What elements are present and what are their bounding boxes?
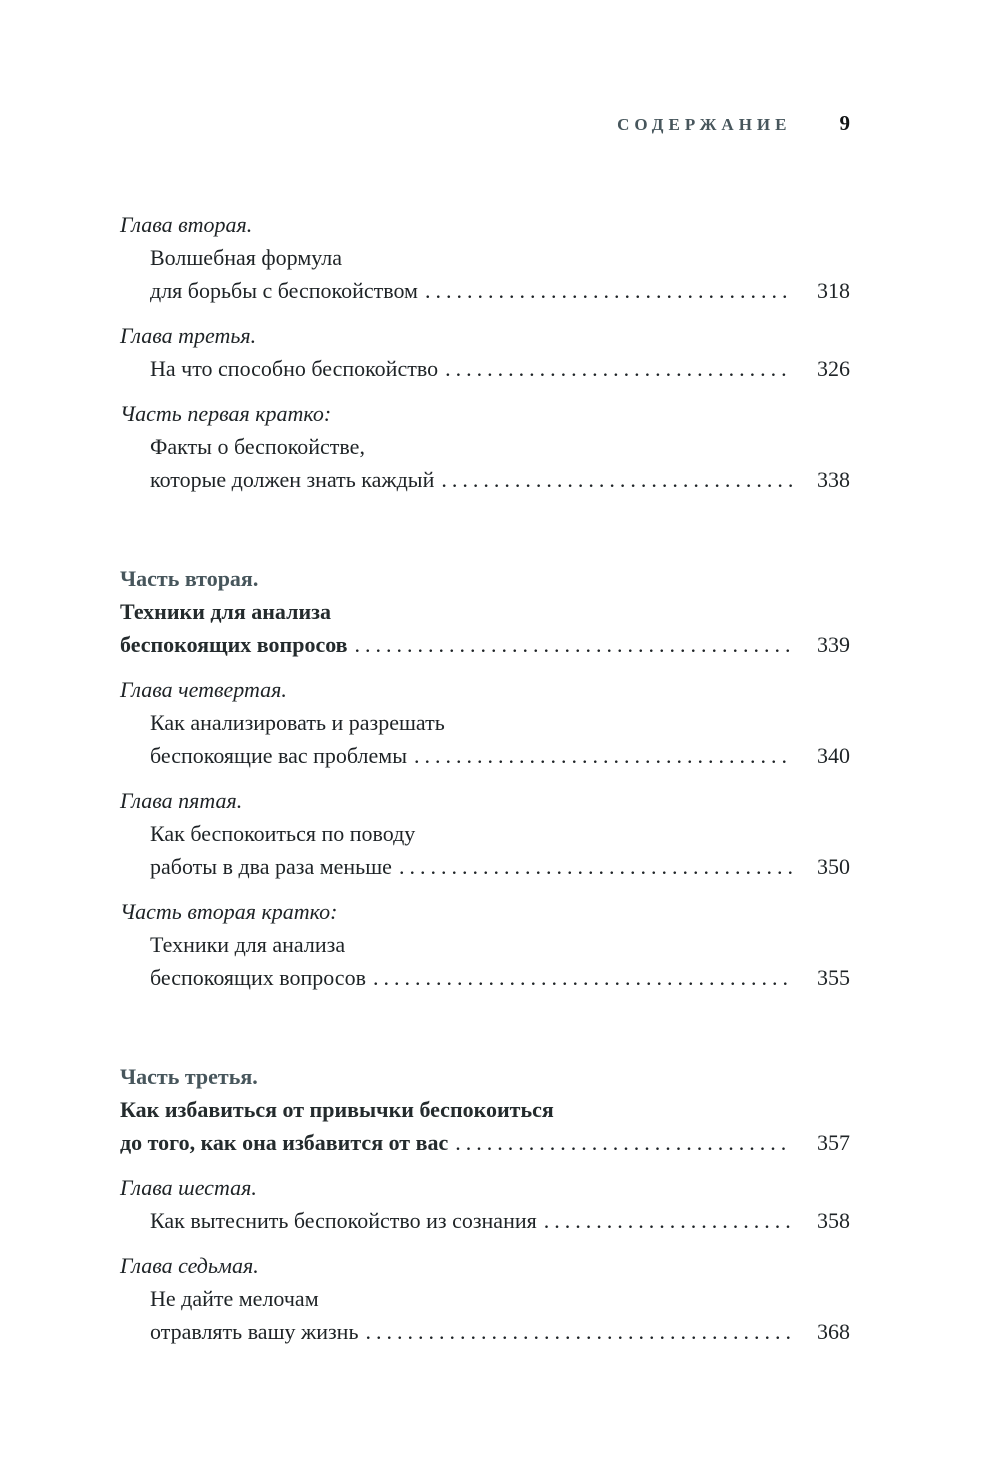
table-of-contents: Глава вторая. Волшебная формула для борь… (120, 208, 850, 1360)
toc-entry: Часть вторая кратко: Техники для анализа… (120, 895, 850, 994)
toc-entry-title: отравлять вашу жизнь (150, 1319, 359, 1344)
toc-entry-heading: Глава четвертая. (120, 677, 287, 702)
toc-entry-line: Техники для анализа (150, 932, 346, 957)
dot-leader: ........................................… (354, 632, 792, 657)
dot-leader: ........................................… (398, 854, 792, 879)
toc-entry-heading: Часть третья. (120, 1064, 258, 1089)
toc-entry-title: работы в два раза меньше (150, 854, 392, 879)
dot-leader: ........................................… (365, 1319, 792, 1344)
toc-entry-heading: Глава вторая. (120, 212, 253, 237)
dot-leader: ........................................… (372, 965, 792, 990)
toc-entry-tail-line: Как вытеснить беспокойство из сознания .… (120, 1204, 850, 1237)
toc-entry-page: 339 (817, 632, 850, 657)
toc-entry-page: 340 (817, 743, 850, 768)
toc-entry: Часть третья. Как избавиться от привычки… (120, 1060, 850, 1159)
toc-entry-page: 326 (817, 356, 850, 381)
toc-entry-line: Не дайте мелочам (150, 1286, 319, 1311)
toc-entry-heading: Часть вторая. (120, 566, 259, 591)
toc-entry-heading: Глава седьмая. (120, 1253, 259, 1278)
toc-entry-title: Как вытеснить беспокойство из сознания (150, 1208, 537, 1233)
toc-entry-page: 368 (817, 1319, 850, 1344)
toc-entry-tail-line: беспокоящие вас проблемы ...............… (120, 739, 850, 772)
toc-entry-page: 357 (817, 1130, 850, 1155)
toc-entry: Часть первая кратко: Факты о беспокойств… (120, 397, 850, 496)
toc-entry: Глава вторая. Волшебная формула для борь… (120, 208, 850, 307)
toc-entry-line: Как анализировать и разрешать (150, 710, 445, 735)
toc-entry: Глава седьмая. Не дайте мелочам отравлят… (120, 1249, 850, 1348)
toc-entry-tail-line: которые должен знать каждый ............… (120, 463, 850, 496)
dot-leader: ........................................… (543, 1208, 792, 1233)
toc-entry-heading: Глава пятая. (120, 788, 243, 813)
toc-entry: Глава четвертая. Как анализировать и раз… (120, 673, 850, 772)
toc-entry-title: беспокоящих вопросов (150, 965, 366, 990)
toc-entry-line: Факты о беспокойстве, (150, 434, 365, 459)
toc-entry-tail-line: беспокоящих вопросов ...................… (120, 961, 850, 994)
toc-entry-tail-line: для борьбы с беспокойством .............… (120, 274, 850, 307)
dot-leader: ........................................… (445, 356, 792, 381)
toc-entry-line: Как избавиться от привычки беспокоиться (120, 1097, 554, 1122)
toc-entry-page: 338 (817, 467, 850, 492)
toc-entry-heading: Глава третья. (120, 323, 257, 348)
toc-entry-line: Как беспокоиться по поводу (150, 821, 416, 846)
toc-entry-page: 358 (817, 1208, 850, 1233)
toc-entry-heading: Часть первая кратко: (120, 401, 332, 426)
toc-entry-title: На что способно беспокойство (150, 356, 439, 381)
toc-entry: Глава пятая. Как беспокоиться по поводу … (120, 784, 850, 883)
toc-entry-title: которые должен знать каждый (150, 467, 435, 492)
toc-entry-title: для борьбы с беспокойством (150, 278, 418, 303)
running-head-title: СОДЕРЖАНИЕ (617, 115, 792, 134)
toc-entry-page: 350 (817, 854, 850, 879)
toc-entry-heading: Часть вторая кратко: (120, 899, 338, 924)
toc-entry: Глава шестая. Как вытеснить беспокойство… (120, 1171, 850, 1237)
dot-leader: ........................................… (455, 1130, 792, 1155)
toc-entry-title: беспокоящих вопросов (120, 632, 348, 657)
toc-entry-tail-line: беспокоящих вопросов ...................… (120, 628, 850, 661)
toc-entry-tail-line: до того, как она избавится от вас ......… (120, 1126, 850, 1159)
toc-entry-tail-line: На что способно беспокойство ...........… (120, 352, 850, 385)
toc-entry-line: Волшебная формула (150, 245, 343, 270)
toc-entry-title: беспокоящие вас проблемы (150, 743, 407, 768)
toc-entry: Глава третья. На что способно беспокойст… (120, 319, 850, 385)
dot-leader: ........................................… (424, 278, 792, 303)
toc-entry-line: Техники для анализа (120, 599, 331, 624)
toc-entry-page: 355 (817, 965, 850, 990)
toc-entry-title: до того, как она избавится от вас (120, 1130, 449, 1155)
page-number: 9 (839, 111, 851, 135)
page-header: СОДЕРЖАНИЕ 9 (120, 110, 850, 138)
dot-leader: ........................................… (414, 743, 792, 768)
dot-leader: ........................................… (441, 467, 792, 492)
toc-entry-tail-line: работы в два раза меньше ...............… (120, 850, 850, 883)
toc-entry-heading: Глава шестая. (120, 1175, 257, 1200)
toc-entry-page: 318 (817, 278, 850, 303)
toc-entry-tail-line: отравлять вашу жизнь ...................… (120, 1315, 850, 1348)
toc-entry: Часть вторая. Техники для анализа беспок… (120, 562, 850, 661)
